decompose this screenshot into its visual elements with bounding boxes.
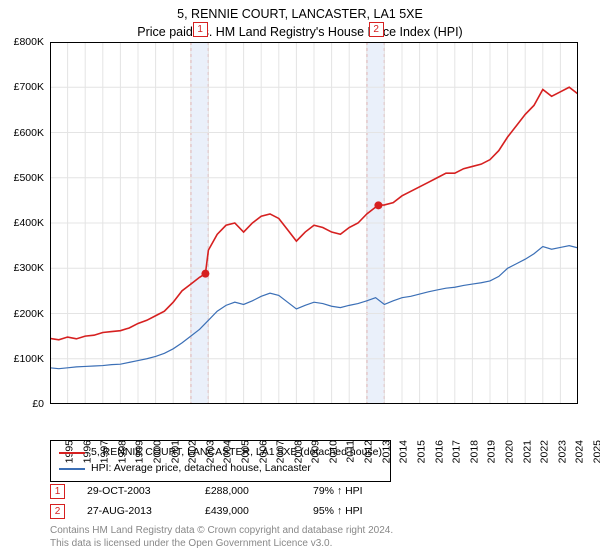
sale-price: £288,000 xyxy=(205,482,291,502)
title-block: 5, RENNIE COURT, LANCASTER, LA1 5XE Pric… xyxy=(0,0,600,41)
legend-swatch xyxy=(59,468,85,470)
legend-label: 5, RENNIE COURT, LANCASTER, LA1 5XE (det… xyxy=(91,445,382,461)
x-tick-label: 2015 xyxy=(415,440,427,463)
x-tick-label: 2014 xyxy=(398,440,410,463)
sale-badge-marker: 2 xyxy=(369,22,384,37)
sale-delta: 79% ↑ HPI xyxy=(313,482,363,502)
y-tick-label: £500K xyxy=(14,172,44,184)
y-tick-label: £400K xyxy=(14,217,44,229)
x-tick-label: 2020 xyxy=(503,440,515,463)
sale-price: £439,000 xyxy=(205,502,291,522)
y-tick-label: £200K xyxy=(14,308,44,320)
y-tick-label: £800K xyxy=(14,36,44,48)
sale-date: 27-AUG-2013 xyxy=(87,502,183,522)
x-tick-label: 2022 xyxy=(539,440,551,463)
x-tick-label: 2018 xyxy=(468,440,480,463)
x-tick-label: 2024 xyxy=(574,440,586,463)
chart-container: 5, RENNIE COURT, LANCASTER, LA1 5XE Pric… xyxy=(0,0,600,560)
sale-badge-marker: 1 xyxy=(193,22,208,37)
x-tick-label: 2023 xyxy=(556,440,568,463)
x-tick-label: 2019 xyxy=(486,440,498,463)
x-tick-label: 2016 xyxy=(433,440,445,463)
x-tick-label: 2021 xyxy=(521,440,533,463)
x-axis-labels: 1995199619971998199920002001200220032004… xyxy=(50,404,578,436)
footnote-line2: This data is licensed under the Open Gov… xyxy=(50,537,393,550)
legend-row: HPI: Average price, detached house, Lanc… xyxy=(59,461,382,477)
legend: 5, RENNIE COURT, LANCASTER, LA1 5XE (det… xyxy=(50,440,391,482)
plot-area: 12 xyxy=(50,42,578,404)
sale-badge: 1 xyxy=(50,484,65,499)
x-tick-label: 2017 xyxy=(451,440,463,463)
legend-swatch xyxy=(59,452,85,454)
y-tick-label: £700K xyxy=(14,81,44,93)
legend-row: 5, RENNIE COURT, LANCASTER, LA1 5XE (det… xyxy=(59,445,382,461)
sales-block: 1 29-OCT-2003 £288,000 79% ↑ HPI 2 27-AUG-201… xyxy=(50,482,363,522)
sale-date: 29-OCT-2003 xyxy=(87,482,183,502)
y-tick-label: £600K xyxy=(14,127,44,139)
y-tick-label: £0 xyxy=(32,398,44,410)
chart-svg xyxy=(50,42,578,404)
footnote: Contains HM Land Registry data © Crown c… xyxy=(50,524,393,550)
footnote-line1: Contains HM Land Registry data © Crown c… xyxy=(50,524,393,537)
title-line1: 5, RENNIE COURT, LANCASTER, LA1 5XE xyxy=(0,6,600,24)
sale-row: 1 29-OCT-2003 £288,000 79% ↑ HPI xyxy=(50,482,363,502)
y-tick-label: £100K xyxy=(14,353,44,365)
x-tick-label: 2025 xyxy=(591,440,600,463)
sale-row: 2 27-AUG-2013 £439,000 95% ↑ HPI xyxy=(50,502,363,522)
title-line2: Price paid vs. HM Land Registry's House … xyxy=(0,24,600,42)
legend-label: HPI: Average price, detached house, Lanc… xyxy=(91,461,311,477)
sale-delta: 95% ↑ HPI xyxy=(313,502,363,522)
y-tick-label: £300K xyxy=(14,262,44,274)
sale-badge: 2 xyxy=(50,504,65,519)
y-axis-labels: £0£100K£200K£300K£400K£500K£600K£700K£80… xyxy=(0,42,46,404)
